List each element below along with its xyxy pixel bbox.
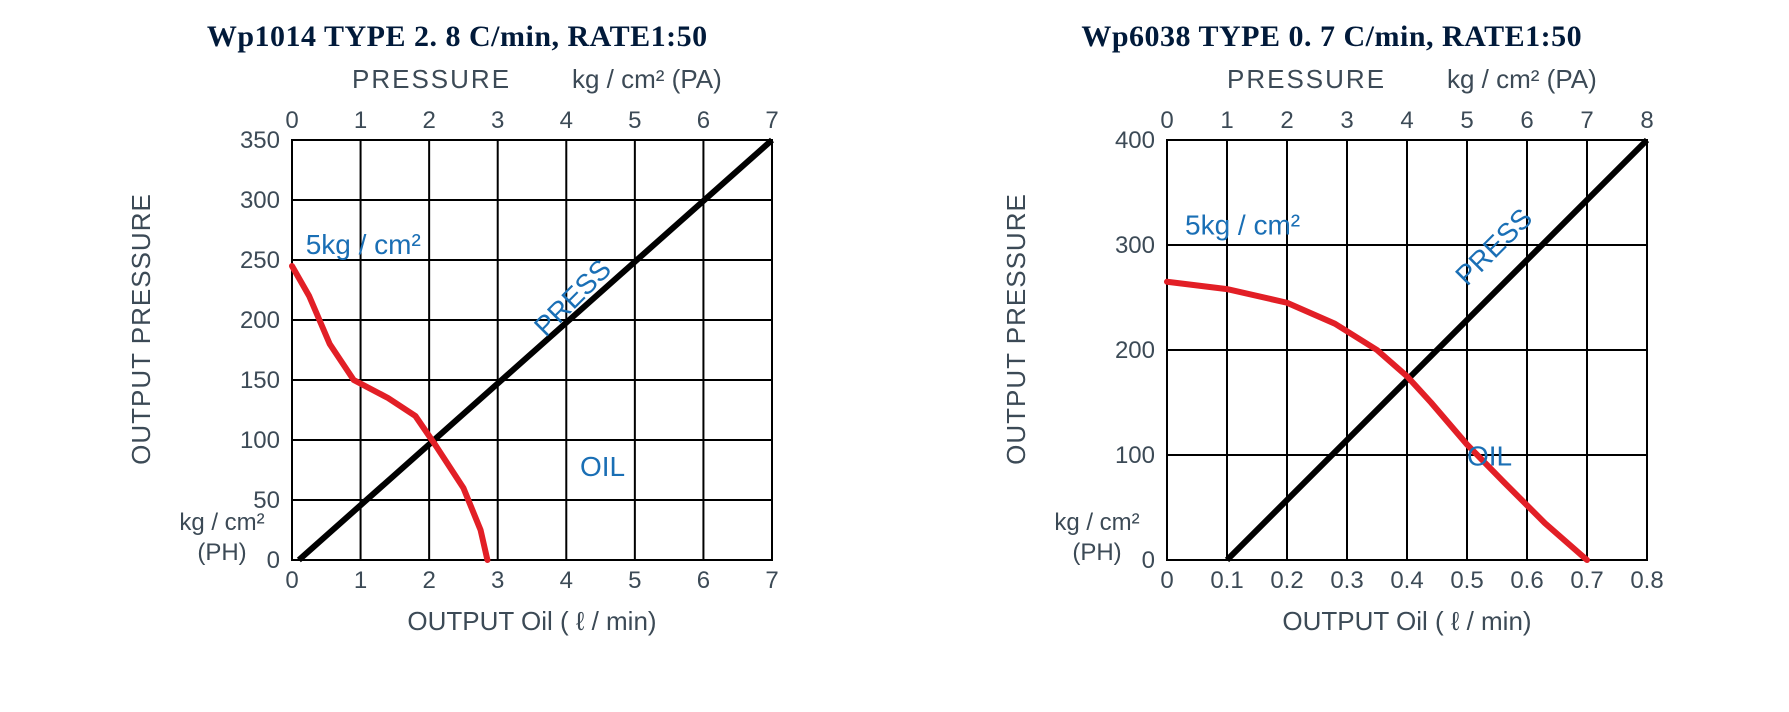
svg-text:OUTPUT PRESSURE: OUTPUT PRESSURE — [1001, 193, 1031, 465]
svg-text:1: 1 — [1220, 107, 1233, 134]
svg-text:0.2: 0.2 — [1270, 567, 1303, 594]
svg-text:2: 2 — [423, 107, 436, 134]
svg-text:7: 7 — [766, 107, 779, 134]
svg-text:1: 1 — [354, 107, 367, 134]
svg-text:8: 8 — [1640, 107, 1653, 134]
svg-text:0.6: 0.6 — [1510, 567, 1543, 594]
chart-wp1014: Wp1014 TYPE 2. 8 C/min, RATE1:50 PRESSUR… — [122, 20, 792, 660]
svg-text:300: 300 — [240, 187, 280, 214]
svg-text:kg / cm²: kg / cm² — [1054, 509, 1139, 536]
chart-svg-container-0: PRESSUREkg / cm² (PA)0123456735030025020… — [122, 60, 792, 660]
svg-text:(PH): (PH) — [198, 539, 247, 566]
svg-text:350: 350 — [240, 127, 280, 154]
chart-title: Wp6038 TYPE 0. 7 C/min, RATE1:50 — [1081, 20, 1582, 54]
svg-text:kg / cm² (PA): kg / cm² (PA) — [1447, 64, 1597, 94]
svg-text:OUTPUT PRESSURE: OUTPUT PRESSURE — [126, 193, 156, 465]
svg-text:2: 2 — [423, 567, 436, 594]
svg-text:4: 4 — [1400, 107, 1413, 134]
svg-text:0.8: 0.8 — [1630, 567, 1663, 594]
svg-text:200: 200 — [240, 307, 280, 334]
svg-text:5kg / cm²: 5kg / cm² — [306, 229, 421, 260]
svg-text:5: 5 — [628, 567, 641, 594]
svg-text:OIL: OIL — [1467, 441, 1512, 472]
chart-svg-container-1: PRESSURE kg / cm² (PA) 0 1 2 3 4 5 6 7 8 400 300 200 1… — [997, 60, 1667, 660]
svg-text:100: 100 — [1115, 442, 1155, 469]
svg-text:PRESS: PRESS — [528, 253, 617, 342]
chart-svg: PRESSUREkg / cm² (PA)0123456735030025020… — [122, 60, 792, 660]
svg-text:3: 3 — [1340, 107, 1353, 134]
svg-text:6: 6 — [1520, 107, 1533, 134]
svg-text:5: 5 — [628, 107, 641, 134]
svg-text:5: 5 — [1460, 107, 1473, 134]
svg-text:7: 7 — [1580, 107, 1593, 134]
svg-text:1: 1 — [354, 567, 367, 594]
svg-text:(PH): (PH) — [1072, 539, 1121, 566]
svg-text:0.3: 0.3 — [1330, 567, 1363, 594]
svg-text:400: 400 — [1115, 127, 1155, 154]
svg-text:OUTPUT Oil ( ℓ / min): OUTPUT Oil ( ℓ / min) — [1282, 606, 1531, 636]
svg-text:PRESSURE: PRESSURE — [352, 64, 511, 94]
svg-text:0.4: 0.4 — [1390, 567, 1423, 594]
svg-text:150: 150 — [240, 367, 280, 394]
svg-text:kg / cm²: kg / cm² — [180, 509, 265, 536]
svg-text:3: 3 — [491, 107, 504, 134]
svg-text:0: 0 — [267, 547, 280, 574]
svg-text:0: 0 — [286, 567, 299, 594]
svg-text:6: 6 — [697, 567, 710, 594]
svg-text:6: 6 — [697, 107, 710, 134]
svg-text:7: 7 — [766, 567, 779, 594]
svg-text:0.7: 0.7 — [1570, 567, 1603, 594]
svg-text:0: 0 — [286, 107, 299, 134]
svg-text:250: 250 — [240, 247, 280, 274]
svg-text:kg / cm² (PA): kg / cm² (PA) — [572, 64, 722, 94]
svg-text:0.1: 0.1 — [1210, 567, 1243, 594]
svg-text:4: 4 — [560, 107, 573, 134]
svg-text:300: 300 — [1115, 232, 1155, 259]
svg-text:0: 0 — [1160, 107, 1173, 134]
svg-text:0: 0 — [1141, 547, 1154, 574]
chart-svg: PRESSURE kg / cm² (PA) 0 1 2 3 4 5 6 7 8 400 300 200 1… — [997, 60, 1667, 660]
chart-title: Wp1014 TYPE 2. 8 C/min, RATE1:50 — [207, 20, 708, 54]
svg-text:4: 4 — [560, 567, 573, 594]
svg-text:PRESS: PRESS — [1449, 202, 1538, 291]
svg-text:100: 100 — [240, 427, 280, 454]
svg-text:0.5: 0.5 — [1450, 567, 1483, 594]
chart-wp6038: Wp6038 TYPE 0. 7 C/min, RATE1:50 PRESSUR… — [997, 20, 1667, 660]
svg-text:2: 2 — [1280, 107, 1293, 134]
svg-text:PRESSURE: PRESSURE — [1227, 64, 1386, 94]
svg-text:3: 3 — [491, 567, 504, 594]
svg-text:5kg / cm²: 5kg / cm² — [1185, 210, 1300, 241]
svg-text:0: 0 — [1160, 567, 1173, 594]
svg-text:200: 200 — [1115, 337, 1155, 364]
svg-text:OIL: OIL — [580, 451, 625, 482]
svg-text:OUTPUT Oil ( ℓ / min): OUTPUT Oil ( ℓ / min) — [408, 606, 657, 636]
